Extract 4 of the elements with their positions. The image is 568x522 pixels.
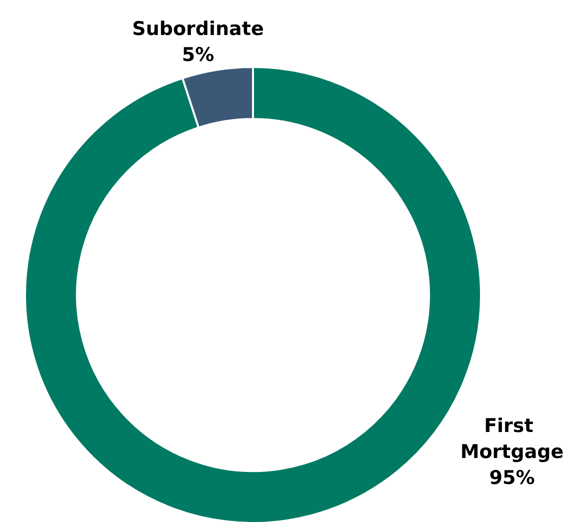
slice-label: Subordinate <box>132 18 264 40</box>
data-label: 95% <box>489 467 535 489</box>
slice-label: First Mortgage <box>460 415 564 463</box>
data-label: 5% <box>182 44 214 66</box>
